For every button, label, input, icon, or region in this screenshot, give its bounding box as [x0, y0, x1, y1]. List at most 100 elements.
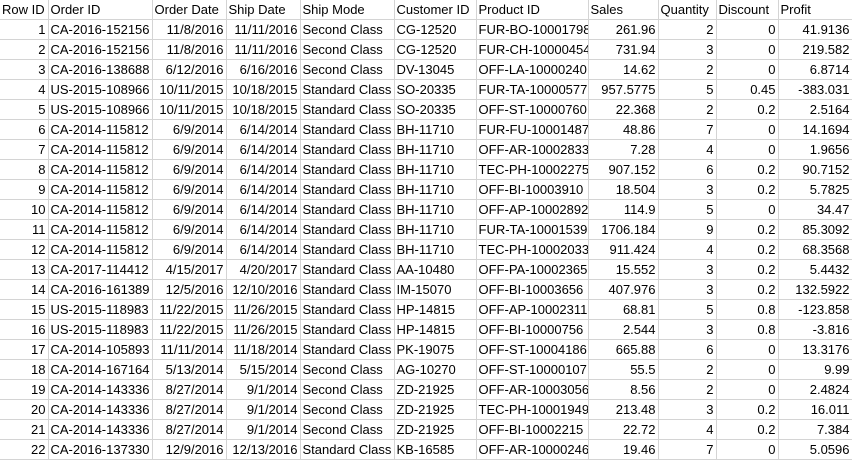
cell-customer-id[interactable]: BH-11710	[394, 179, 477, 200]
cell-product-id[interactable]: FUR-TA-10000577	[476, 79, 589, 100]
cell-profit[interactable]: 5.7825	[778, 179, 852, 200]
cell-sales[interactable]: 1706.184	[588, 219, 659, 240]
cell-product-id[interactable]: OFF-ST-10000107	[476, 359, 589, 380]
cell-profit[interactable]: 132.5922	[778, 279, 852, 300]
cell-order-date[interactable]: 11/8/2016	[152, 39, 227, 60]
cell-product-id[interactable]: OFF-ST-10004186	[476, 339, 589, 360]
cell-quantity[interactable]: 3	[658, 39, 717, 60]
cell-customer-id[interactable]: ZD-21925	[394, 379, 477, 400]
cell-order-id[interactable]: CA-2014-115812	[48, 199, 153, 220]
cell-product-id[interactable]: OFF-LA-10000240	[476, 59, 589, 80]
cell-ship-date[interactable]: 11/11/2016	[226, 19, 301, 40]
cell-ship-mode[interactable]: Standard Class	[300, 339, 395, 360]
cell-ship-date[interactable]: 10/18/2015	[226, 79, 301, 100]
cell-sales[interactable]: 407.976	[588, 279, 659, 300]
cell-order-date[interactable]: 10/11/2015	[152, 79, 227, 100]
cell-order-id[interactable]: US-2015-118983	[48, 299, 153, 320]
cell-ship-mode[interactable]: Second Class	[300, 59, 395, 80]
cell-discount[interactable]: 0.2	[716, 419, 779, 440]
cell-order-id[interactable]: CA-2014-143336	[48, 399, 153, 420]
cell-profit[interactable]: 2.4824	[778, 379, 852, 400]
cell-profit[interactable]: 9.99	[778, 359, 852, 380]
cell-discount[interactable]: 0.2	[716, 239, 779, 260]
cell-quantity[interactable]: 3	[658, 259, 717, 280]
cell-quantity[interactable]: 5	[658, 299, 717, 320]
cell-row-id[interactable]: 10	[0, 199, 49, 220]
cell-ship-mode[interactable]: Standard Class	[300, 139, 395, 160]
cell-product-id[interactable]: OFF-AP-10002311	[476, 299, 589, 320]
cell-order-date[interactable]: 12/5/2016	[152, 279, 227, 300]
cell-product-id[interactable]: FUR-FU-10001487	[476, 119, 589, 140]
cell-order-date[interactable]: 8/27/2014	[152, 399, 227, 420]
cell-row-id[interactable]: 12	[0, 239, 49, 260]
cell-quantity[interactable]: 3	[658, 179, 717, 200]
cell-ship-date[interactable]: 6/14/2014	[226, 179, 301, 200]
cell-row-id[interactable]: 20	[0, 399, 49, 420]
column-header-sales[interactable]: Sales	[588, 0, 659, 20]
cell-row-id[interactable]: 8	[0, 159, 49, 180]
cell-customer-id[interactable]: HP-14815	[394, 319, 477, 340]
cell-order-date[interactable]: 11/22/2015	[152, 319, 227, 340]
cell-order-id[interactable]: CA-2014-115812	[48, 239, 153, 260]
cell-ship-date[interactable]: 11/18/2014	[226, 339, 301, 360]
cell-product-id[interactable]: FUR-TA-10001539	[476, 219, 589, 240]
cell-ship-date[interactable]: 10/18/2015	[226, 99, 301, 120]
cell-ship-mode[interactable]: Standard Class	[300, 439, 395, 460]
cell-customer-id[interactable]: BH-11710	[394, 219, 477, 240]
cell-profit[interactable]: 6.8714	[778, 59, 852, 80]
cell-profit[interactable]: -3.816	[778, 319, 852, 340]
cell-order-date[interactable]: 8/27/2014	[152, 379, 227, 400]
cell-profit[interactable]: 2.5164	[778, 99, 852, 120]
column-header-discount[interactable]: Discount	[716, 0, 779, 20]
cell-customer-id[interactable]: BH-11710	[394, 119, 477, 140]
cell-order-date[interactable]: 6/9/2014	[152, 139, 227, 160]
cell-product-id[interactable]: FUR-BO-10001798	[476, 19, 589, 40]
cell-quantity[interactable]: 2	[658, 359, 717, 380]
cell-ship-mode[interactable]: Standard Class	[300, 219, 395, 240]
cell-quantity[interactable]: 9	[658, 219, 717, 240]
column-header-product-id[interactable]: Product ID	[476, 0, 589, 20]
cell-ship-mode[interactable]: Standard Class	[300, 179, 395, 200]
column-header-profit[interactable]: Profit	[778, 0, 852, 20]
cell-discount[interactable]: 0.2	[716, 259, 779, 280]
cell-profit[interactable]: -123.858	[778, 299, 852, 320]
column-header-order-id[interactable]: Order ID	[48, 0, 153, 20]
cell-row-id[interactable]: 22	[0, 439, 49, 460]
cell-sales[interactable]: 731.94	[588, 39, 659, 60]
cell-discount[interactable]: 0	[716, 119, 779, 140]
cell-customer-id[interactable]: SO-20335	[394, 99, 477, 120]
cell-customer-id[interactable]: DV-13045	[394, 59, 477, 80]
cell-quantity[interactable]: 7	[658, 119, 717, 140]
cell-product-id[interactable]: FUR-CH-10000454	[476, 39, 589, 60]
cell-product-id[interactable]: OFF-PA-10002365	[476, 259, 589, 280]
cell-discount[interactable]: 0.8	[716, 299, 779, 320]
cell-discount[interactable]: 0	[716, 359, 779, 380]
cell-product-id[interactable]: TEC-PH-10001949	[476, 399, 589, 420]
cell-order-date[interactable]: 12/9/2016	[152, 439, 227, 460]
cell-row-id[interactable]: 4	[0, 79, 49, 100]
cell-customer-id[interactable]: HP-14815	[394, 299, 477, 320]
cell-ship-mode[interactable]: Standard Class	[300, 119, 395, 140]
cell-ship-date[interactable]: 11/11/2016	[226, 39, 301, 60]
cell-row-id[interactable]: 21	[0, 419, 49, 440]
cell-quantity[interactable]: 5	[658, 79, 717, 100]
cell-sales[interactable]: 14.62	[588, 59, 659, 80]
cell-row-id[interactable]: 18	[0, 359, 49, 380]
cell-customer-id[interactable]: PK-19075	[394, 339, 477, 360]
cell-row-id[interactable]: 6	[0, 119, 49, 140]
cell-discount[interactable]: 0	[716, 139, 779, 160]
cell-quantity[interactable]: 4	[658, 419, 717, 440]
cell-customer-id[interactable]: AA-10480	[394, 259, 477, 280]
cell-quantity[interactable]: 2	[658, 99, 717, 120]
cell-sales[interactable]: 907.152	[588, 159, 659, 180]
cell-quantity[interactable]: 3	[658, 279, 717, 300]
cell-ship-mode[interactable]: Standard Class	[300, 79, 395, 100]
cell-discount[interactable]: 0.2	[716, 279, 779, 300]
cell-product-id[interactable]: OFF-BI-10000756	[476, 319, 589, 340]
cell-ship-date[interactable]: 6/14/2014	[226, 139, 301, 160]
cell-profit[interactable]: 90.7152	[778, 159, 852, 180]
cell-order-date[interactable]: 6/12/2016	[152, 59, 227, 80]
cell-discount[interactable]: 0.2	[716, 99, 779, 120]
cell-sales[interactable]: 114.9	[588, 199, 659, 220]
cell-ship-date[interactable]: 6/16/2016	[226, 59, 301, 80]
